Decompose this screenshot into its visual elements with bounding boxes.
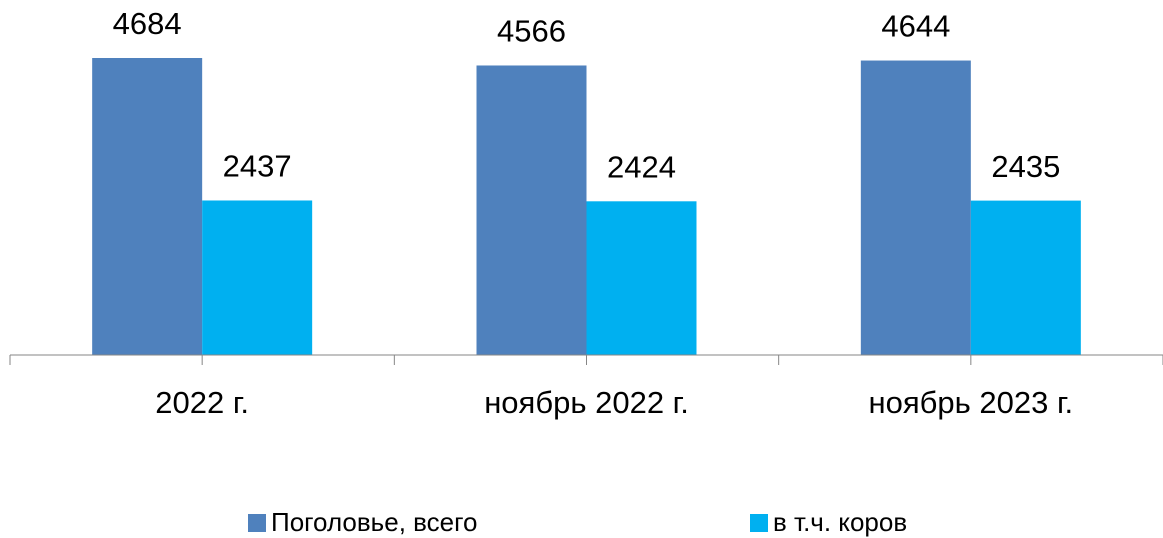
bar bbox=[860, 60, 971, 356]
bar bbox=[476, 65, 587, 356]
bar bbox=[202, 200, 313, 355]
value-label: 2424 bbox=[607, 149, 676, 184]
x-tick-label: ноябрь 2022 г. bbox=[484, 385, 689, 420]
value-label: 4644 bbox=[881, 9, 950, 44]
legend-label: Поголовье, всего bbox=[271, 507, 478, 537]
legend-label: в т.ч. коров bbox=[773, 507, 907, 537]
bar bbox=[92, 58, 203, 355]
value-label: 2437 bbox=[223, 149, 292, 184]
bar bbox=[970, 200, 1081, 355]
x-tick-label: ноябрь 2023 г. bbox=[869, 385, 1074, 420]
legend-swatch bbox=[750, 514, 768, 532]
value-label: 4684 bbox=[113, 6, 182, 41]
bar bbox=[586, 201, 697, 355]
legend-swatch bbox=[248, 514, 266, 532]
value-label: 4566 bbox=[497, 14, 566, 49]
x-tick-label: 2022 г. bbox=[155, 385, 249, 420]
value-label: 2435 bbox=[991, 149, 1060, 184]
